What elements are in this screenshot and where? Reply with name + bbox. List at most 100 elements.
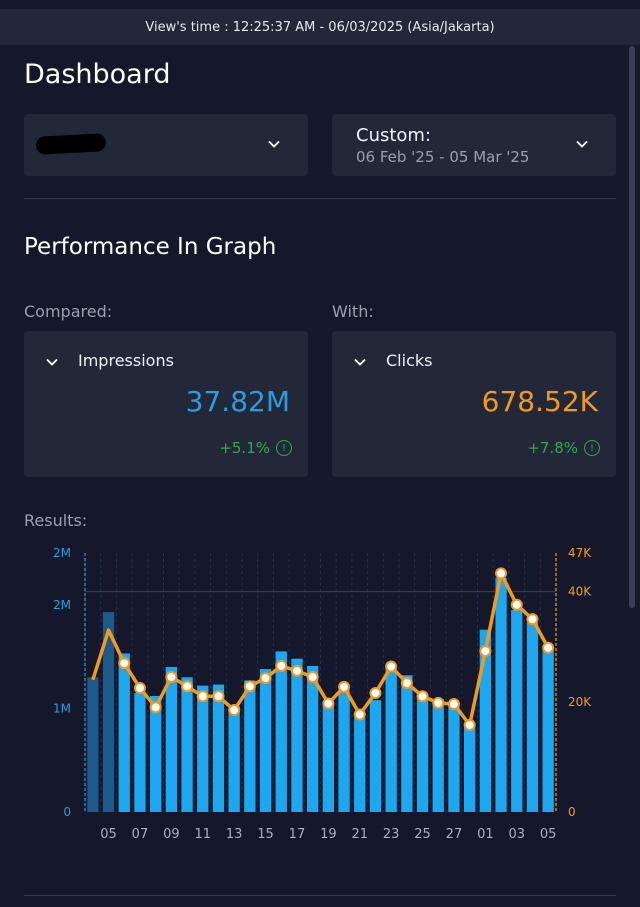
impressions-bar [401, 675, 413, 812]
clicks-point [243, 680, 256, 693]
x-axis-tick-label: 11 [194, 827, 211, 842]
impressions-bar [275, 651, 287, 812]
date-range-value: 06 Feb '25 - 05 Mar '25 [356, 148, 530, 166]
chevron-down-icon [576, 140, 588, 148]
x-axis-tick-label: 19 [320, 827, 337, 842]
impressions-bar [149, 695, 162, 812]
clicks-point [118, 657, 131, 670]
impressions-bar [511, 609, 523, 812]
x-axis-tick-label: 05 [100, 827, 117, 842]
section-title: Performance In Graph [24, 234, 277, 260]
view-time-text: View's time : 12:25:37 AM - 06/03/2025 (… [145, 19, 495, 35]
right-axis-tick-label: 0 [568, 805, 576, 819]
chevron-down-icon [268, 140, 280, 148]
impressions-bar [259, 669, 272, 812]
clicks-point [416, 690, 429, 703]
impressions-bar [338, 689, 350, 812]
right-axis-tick-label: 20K [568, 695, 592, 709]
x-axis-tick-label: 01 [477, 827, 494, 842]
impressions-bar [432, 699, 444, 812]
left-axis-tick-label: 0 [63, 805, 71, 819]
clicks-point [542, 641, 555, 654]
compared-caption: Compared: [24, 302, 113, 321]
impressions-bar [87, 677, 99, 812]
with-metric-label: Clicks [386, 351, 433, 370]
clicks-point [510, 598, 523, 611]
impressions-bar [542, 649, 554, 812]
divider [24, 198, 616, 199]
clicks-point [479, 645, 492, 658]
clicks-point [369, 686, 382, 699]
compared-metric-delta: +5.1% ! [219, 439, 292, 457]
x-axis-tick-label: 17 [289, 827, 306, 842]
clicks-point [259, 672, 272, 685]
x-axis-tick-label: 15 [257, 827, 274, 842]
chevron-down-icon[interactable] [46, 356, 58, 368]
impressions-bar [479, 629, 492, 812]
date-range-dropdown[interactable]: Custom: 06 Feb '25 - 05 Mar '25 [332, 114, 616, 176]
info-icon[interactable]: ! [276, 440, 292, 456]
clicks-point [196, 690, 209, 703]
compared-delta-text: +5.1% [219, 439, 270, 457]
clicks-point [495, 567, 508, 580]
clicks-point [338, 680, 351, 693]
impressions-bar [212, 684, 225, 812]
impressions-bar [369, 700, 382, 812]
x-axis-tick-label: 25 [414, 827, 431, 842]
page-scrollbar[interactable] [629, 46, 635, 608]
impressions-bar [322, 701, 335, 812]
results-caption: Results: [24, 511, 88, 530]
impressions-bar [181, 677, 193, 812]
redacted-account-name [35, 133, 107, 155]
right-axis-tick-label: 47K [568, 546, 592, 560]
clicks-point [400, 677, 413, 690]
impressions-bar [306, 665, 319, 812]
clicks-point [149, 701, 162, 714]
clicks-point [133, 682, 146, 695]
impressions-bar [197, 685, 209, 812]
chevron-down-icon[interactable] [354, 356, 366, 368]
x-axis-tick-label: 13 [226, 827, 243, 842]
with-metric-value: 678.52K [481, 385, 598, 418]
page-title: Dashboard [24, 59, 171, 90]
impressions-bar [291, 658, 303, 812]
impressions-bar [416, 697, 429, 812]
compared-metric-label: Impressions [78, 351, 174, 370]
clicks-point [353, 708, 366, 721]
clicks-point [165, 670, 178, 683]
impressions-bar [526, 622, 539, 812]
x-axis-tick-label: 05 [540, 827, 557, 842]
impressions-bar [118, 653, 130, 812]
x-axis-tick-label: 03 [508, 827, 525, 842]
left-axis-tick-label: 1M [53, 701, 71, 715]
with-metric-card[interactable]: Clicks 678.52K +7.8% ! [332, 331, 616, 477]
date-range-label: Custom: [356, 125, 432, 146]
clicks-point [385, 660, 398, 673]
account-dropdown[interactable] [24, 114, 308, 176]
info-icon[interactable]: ! [584, 440, 600, 456]
with-metric-delta: +7.8% ! [527, 439, 600, 457]
view-time-bar: View's time : 12:25:37 AM - 06/03/2025 (… [0, 9, 640, 45]
clicks-point [447, 697, 460, 710]
right-axis-tick-label: 40K [568, 585, 592, 599]
clicks-point [212, 690, 225, 703]
clicks-point [228, 704, 241, 717]
clicks-point [275, 659, 288, 672]
left-axis-tick-label: 2M [53, 546, 71, 560]
impressions-bar [228, 706, 240, 812]
clicks-point [322, 697, 335, 710]
divider [24, 895, 616, 896]
with-delta-text: +7.8% [527, 439, 578, 457]
compared-metric-card[interactable]: Impressions 37.82M +5.1% ! [24, 331, 308, 477]
performance-chart[interactable]: 0 1M 2M 2M 0 20K 40K 47K 05 07 09 11 13 15 17 19 21 23 25 2… [0, 545, 640, 845]
impressions-bar [448, 706, 460, 812]
with-caption: With: [332, 302, 374, 321]
clicks-point [181, 680, 194, 693]
clicks-point [463, 718, 476, 731]
x-axis-tick-label: 23 [383, 827, 400, 842]
impressions-bar [134, 692, 146, 812]
x-axis-tick-label: 09 [163, 827, 180, 842]
clicks-point [290, 664, 303, 677]
impressions-bar [165, 666, 178, 812]
left-axis-tick-label: 2M [53, 598, 71, 612]
